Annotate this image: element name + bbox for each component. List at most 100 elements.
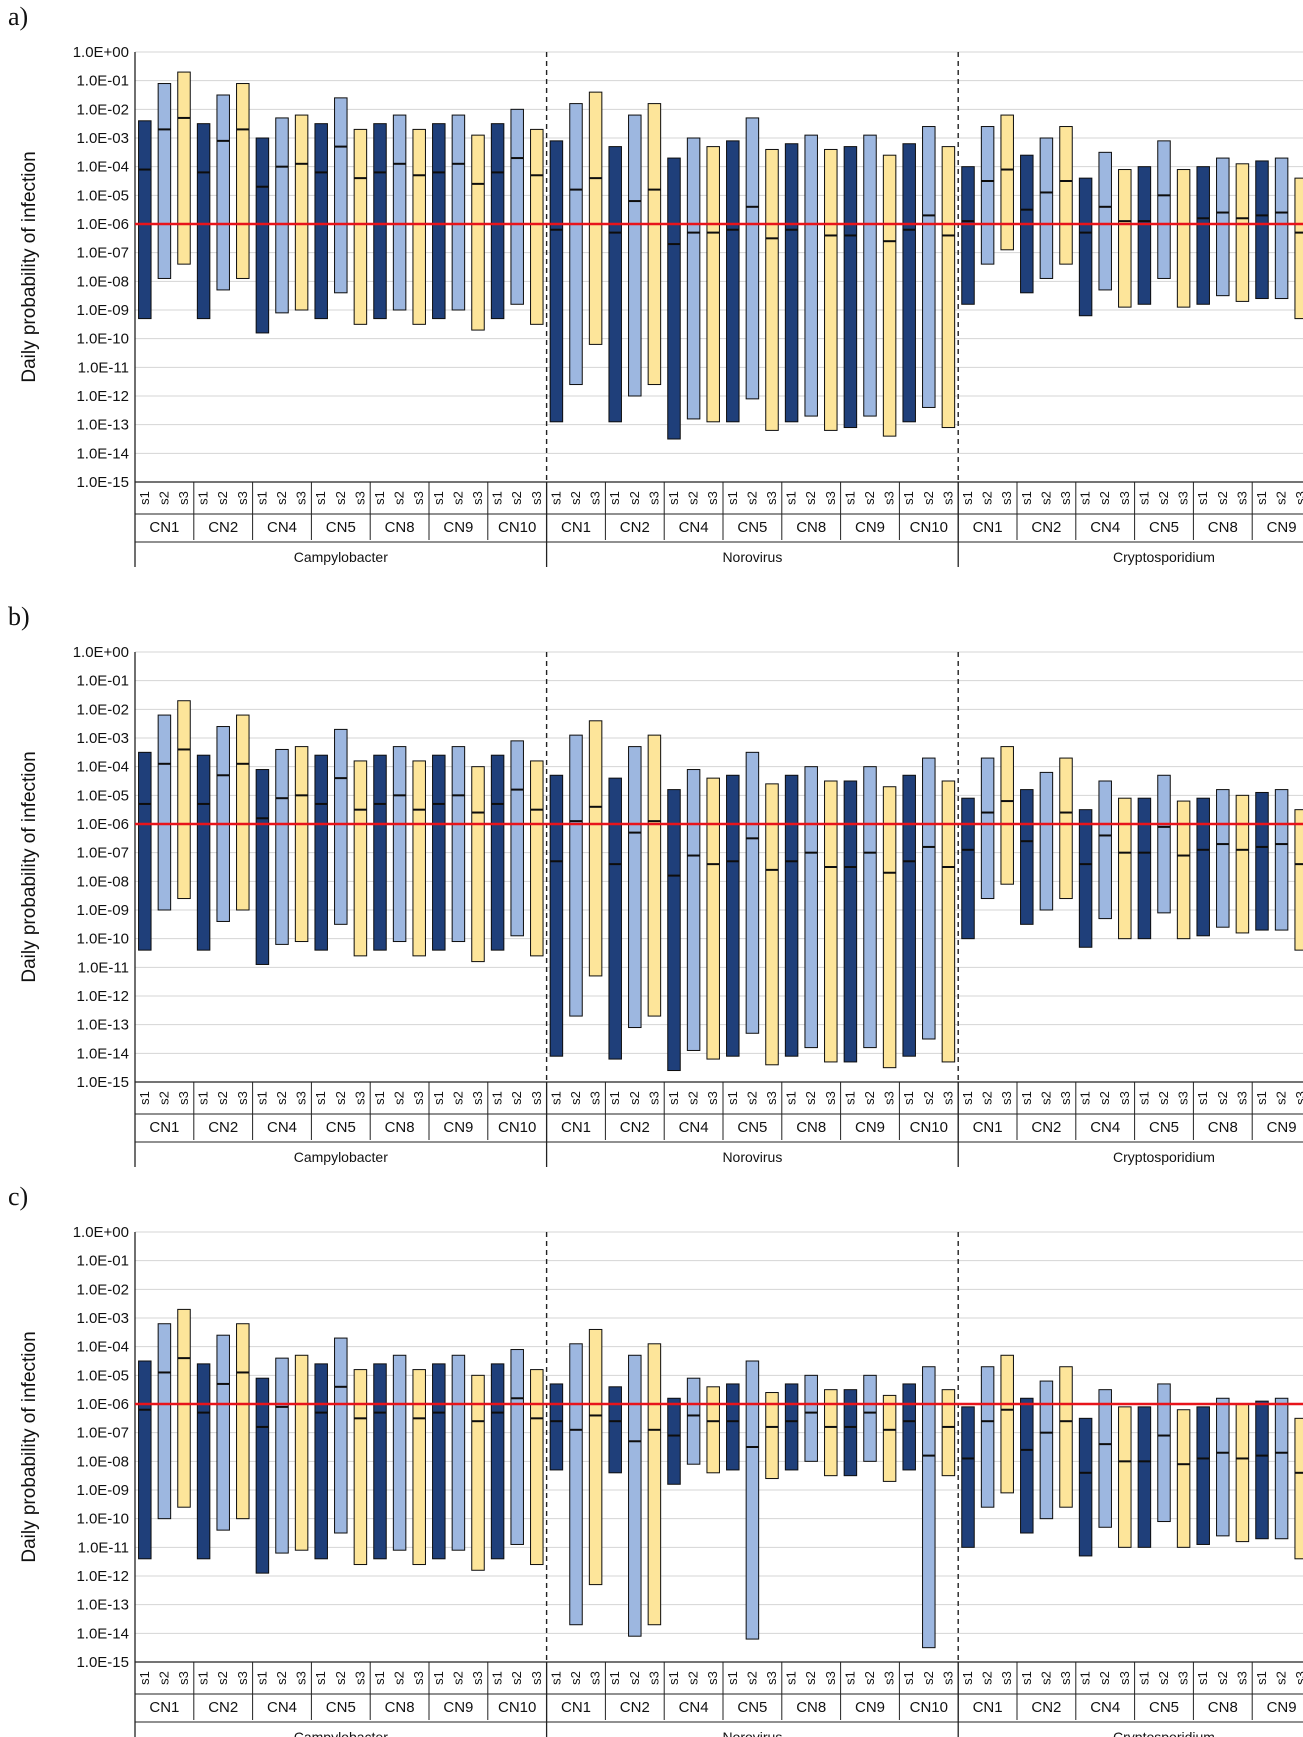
y-tick-label: 1.0E-13 bbox=[76, 417, 129, 434]
range-bar bbox=[902, 1383, 916, 1471]
panel-b: b) 1.0E+00 1.0E-01 1.0E-02 1.0E-03 1.0E-04 1.… bbox=[0, 600, 1303, 1180]
range-bar bbox=[1176, 800, 1191, 940]
range-bar bbox=[353, 760, 368, 957]
range-bar bbox=[608, 1386, 622, 1474]
range-bar bbox=[216, 1334, 230, 1531]
scenario-label: s3 bbox=[646, 1671, 661, 1685]
range-bar bbox=[628, 114, 642, 397]
range-bar bbox=[1274, 1397, 1289, 1540]
range-bar bbox=[549, 774, 564, 1057]
scenario-label: s3 bbox=[705, 1091, 720, 1105]
site-label: CN4 bbox=[679, 1119, 709, 1136]
scenario-label: s2 bbox=[509, 1671, 524, 1685]
range-bar bbox=[1196, 797, 1210, 937]
range-bar bbox=[314, 1363, 328, 1560]
y-tick-label: 1.0E-07 bbox=[76, 845, 129, 862]
site-label: CN9 bbox=[855, 1119, 885, 1136]
scenario-label: s3 bbox=[1058, 1671, 1073, 1685]
pathogen-label: Campylobacter bbox=[294, 1149, 388, 1165]
site-label: CN10 bbox=[910, 1699, 948, 1716]
scenario-label: s3 bbox=[352, 1671, 367, 1685]
scenario-label: s1 bbox=[1078, 491, 1093, 505]
chart-a: 1.0E+00 1.0E-01 1.0E-02 1.0E-03 1.0E-04 1.0E-… bbox=[19, 44, 1303, 567]
scenario-label: s1 bbox=[137, 1671, 152, 1685]
range-bar bbox=[824, 1389, 838, 1477]
y-axis-title: Daily probability of infection bbox=[19, 751, 40, 982]
site-label: CN9 bbox=[1267, 1119, 1297, 1136]
scenario-label: s1 bbox=[607, 1091, 622, 1105]
range-bar bbox=[1059, 1366, 1073, 1508]
scenario-label: s1 bbox=[725, 491, 740, 505]
range-bar bbox=[255, 1377, 270, 1574]
y-tick-label: 1.0E-10 bbox=[76, 331, 129, 348]
site-label: CN4 bbox=[1090, 1119, 1120, 1136]
pathogen-label: Norovirus bbox=[722, 1149, 782, 1165]
scenario-label: s2 bbox=[1038, 1091, 1053, 1105]
y-tick-label: 1.0E-14 bbox=[76, 1045, 129, 1062]
range-bar bbox=[255, 769, 270, 965]
range-bar bbox=[1255, 160, 1269, 300]
site-label: CN5 bbox=[737, 519, 767, 536]
range-bar bbox=[138, 751, 152, 951]
range-bar bbox=[706, 146, 720, 423]
range-bar bbox=[941, 780, 956, 1063]
range-bar bbox=[1020, 789, 1034, 925]
site-label: CN5 bbox=[1149, 1119, 1179, 1136]
scenario-label: s1 bbox=[842, 1091, 857, 1105]
scenario-label: s1 bbox=[548, 491, 563, 505]
y-tick-label: 1.0E-04 bbox=[76, 1339, 129, 1356]
y-tick-label: 1.0E-05 bbox=[76, 787, 129, 804]
scenario-label: s3 bbox=[235, 491, 250, 505]
pathogen-label: Cryptosporidium bbox=[1113, 1729, 1215, 1737]
range-bar bbox=[157, 83, 172, 279]
range-bar bbox=[745, 117, 760, 400]
range-bar bbox=[1294, 809, 1303, 951]
site-label: CN5 bbox=[737, 1119, 767, 1136]
range-bar bbox=[608, 146, 622, 423]
scenario-label: s2 bbox=[744, 1091, 759, 1105]
y-tick-label: 1.0E-08 bbox=[76, 1453, 129, 1470]
scenario-label: s1 bbox=[784, 1091, 799, 1105]
scenario-label: s2 bbox=[509, 1091, 524, 1105]
scenario-label: s1 bbox=[1195, 491, 1210, 505]
scenario-label: s1 bbox=[901, 491, 916, 505]
scenario-label: s1 bbox=[196, 1671, 211, 1685]
y-tick-label: 1.0E-15 bbox=[76, 1074, 129, 1091]
pathogen-label: Norovirus bbox=[722, 549, 782, 565]
y-tick-label: 1.0E-06 bbox=[76, 1396, 129, 1413]
range-bar bbox=[1000, 746, 1014, 885]
range-bar bbox=[490, 123, 505, 320]
scenario-label: s2 bbox=[274, 1091, 289, 1105]
range-bar bbox=[961, 166, 975, 305]
scenario-label: s3 bbox=[999, 1091, 1014, 1105]
range-bar bbox=[1078, 1417, 1093, 1557]
site-label: CN10 bbox=[498, 1699, 536, 1716]
scenario-label: s1 bbox=[372, 1091, 387, 1105]
scenario-label: s2 bbox=[1274, 491, 1289, 505]
panel-label: b) bbox=[8, 602, 30, 631]
range-bar bbox=[432, 754, 446, 951]
range-bar bbox=[1000, 1354, 1014, 1494]
y-tick-label: 1.0E-12 bbox=[76, 1568, 129, 1585]
scenario-label: s3 bbox=[882, 1671, 897, 1685]
site-label: CN10 bbox=[498, 1119, 536, 1136]
range-bar bbox=[588, 720, 603, 977]
range-bar bbox=[1235, 163, 1250, 302]
scenario-label: s3 bbox=[1176, 491, 1191, 505]
range-bar bbox=[863, 1374, 877, 1462]
scenario-label: s1 bbox=[607, 491, 622, 505]
site-label: CN4 bbox=[267, 1119, 297, 1136]
scenario-label: s1 bbox=[1136, 1671, 1151, 1685]
y-tick-label: 1.0E-11 bbox=[78, 359, 129, 376]
scenario-label: s1 bbox=[960, 491, 975, 505]
scenario-label: s3 bbox=[1176, 1671, 1191, 1685]
range-bar bbox=[647, 1343, 662, 1626]
scenario-label: s1 bbox=[490, 1671, 505, 1685]
range-bar bbox=[941, 1389, 956, 1477]
scenario-label: s2 bbox=[215, 1671, 230, 1685]
scenario-label: s1 bbox=[137, 1091, 152, 1105]
site-label: CN8 bbox=[385, 1119, 415, 1136]
pathogen-label: Campylobacter bbox=[294, 549, 388, 565]
y-tick-label: 1.0E-11 bbox=[78, 1539, 129, 1556]
range-bar bbox=[588, 91, 603, 345]
